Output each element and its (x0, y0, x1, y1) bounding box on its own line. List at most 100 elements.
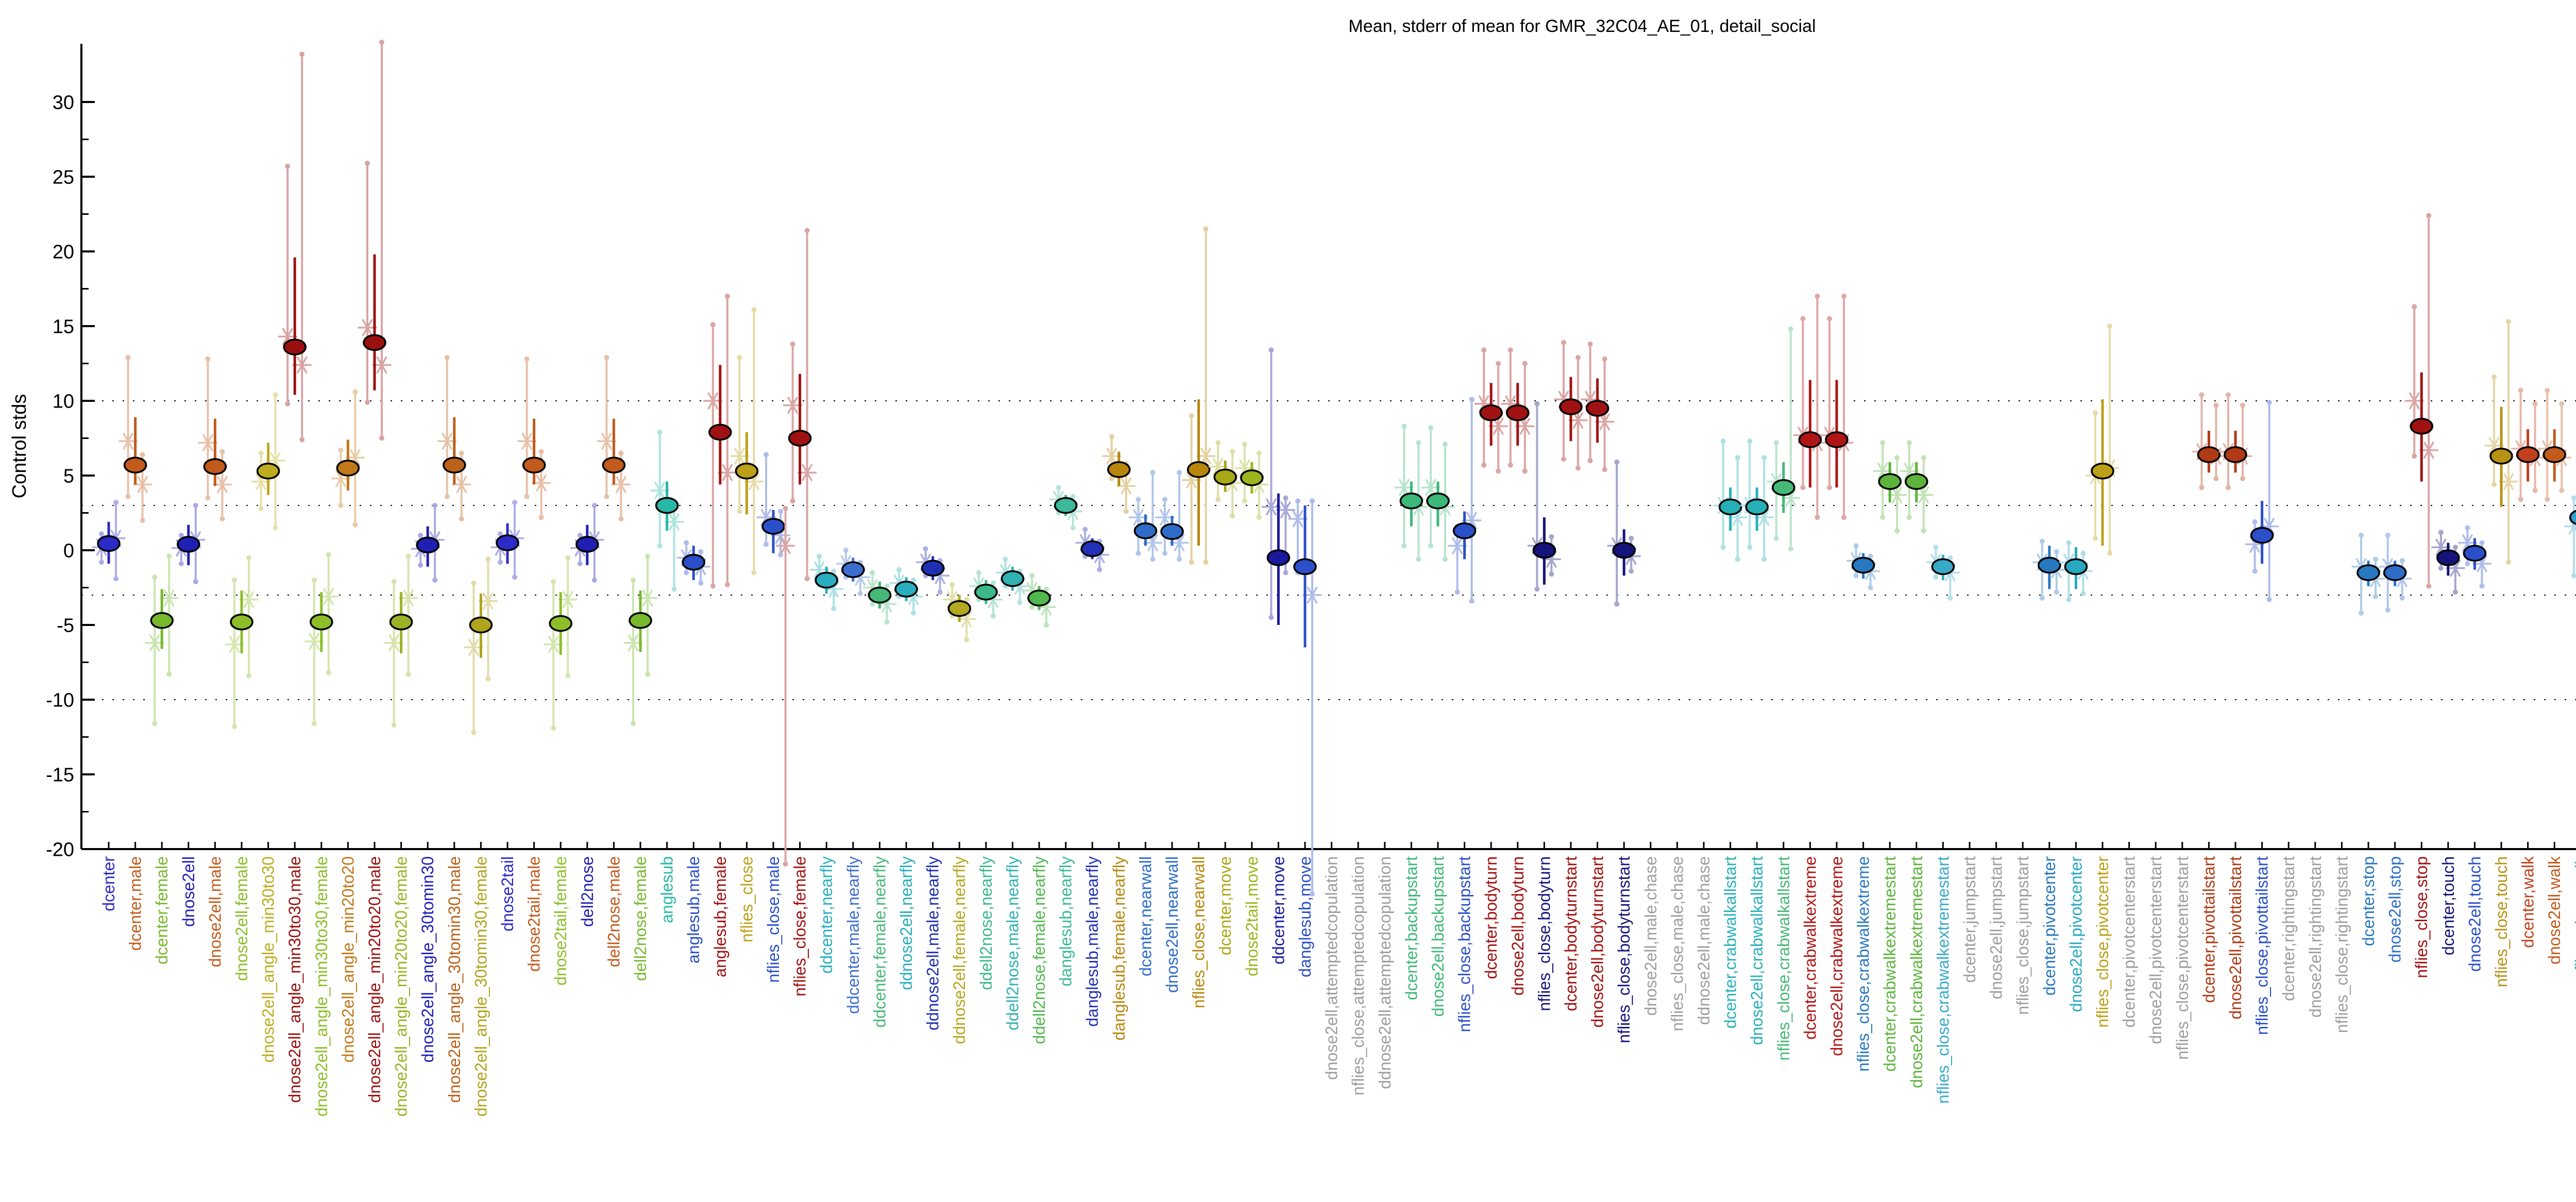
control-bar-cap (1428, 425, 1433, 431)
control-bar-cap (896, 567, 902, 572)
control-bar-cap (2452, 589, 2458, 595)
mean-marker (1532, 541, 1556, 559)
control-bar-cap (1947, 595, 1953, 601)
control-bar-cap (311, 721, 317, 726)
control-bar-cap (1044, 622, 1049, 628)
control-asterisk-marker (1147, 534, 1158, 551)
x-tick-label: nflies_close,pivotcenterstart (2173, 856, 2192, 1060)
control-asterisk-marker (548, 636, 559, 653)
control-bar-cap (1587, 458, 1593, 463)
mean-marker (1001, 570, 1025, 587)
control-bar-cap (113, 500, 118, 505)
control-bar-cap (1868, 585, 1873, 590)
mean-marker (1559, 398, 1583, 415)
control-bar-cap (1230, 449, 1235, 454)
x-tick-label: dnose2ell_angle_min20to20,male (365, 856, 384, 1103)
control-asterisk-marker (642, 589, 653, 607)
control-bar-cap (618, 450, 624, 456)
control-bar-cap (1815, 515, 1820, 520)
mean-marker (443, 456, 466, 473)
control-asterisk-marker (2477, 555, 2487, 572)
control-asterisk-marker (202, 434, 213, 451)
mean-marker (761, 518, 785, 535)
control-bar-cap (1800, 316, 1806, 321)
control-bar-cap (2080, 591, 2086, 597)
control-bar-cap (2571, 573, 2576, 579)
control-bar-cap (1629, 535, 1634, 541)
control-asterisk-marker (1200, 447, 1211, 465)
mean-marker (283, 338, 307, 355)
control-bar-cap (1215, 440, 1221, 446)
control-bar-cap (1853, 543, 1859, 549)
x-tick-label: nflies_close,stop (2412, 856, 2431, 978)
control-bar-cap (1189, 560, 1194, 565)
control-bar-cap (950, 582, 955, 587)
control-asterisk-marker (1212, 458, 1224, 476)
x-tick-label: anglesub,male (684, 856, 703, 963)
x-tick-label: dcenter,move (1216, 856, 1234, 955)
x-tick-label: dcenter,nearwall (1136, 856, 1155, 976)
y-tick-label: 0 (63, 540, 74, 562)
control-bar-cap (311, 578, 317, 583)
x-tick-label: dnose2ell,bodyturnstart (1588, 856, 1607, 1028)
mean-marker (469, 616, 493, 634)
control-asterisk-marker (1266, 498, 1277, 516)
mean-marker (735, 463, 759, 480)
control-bar-cap (591, 503, 597, 508)
control-bar-cap (193, 579, 198, 584)
plot-area: -20 -15 -10 -5 0 5 10 15 20 25 30 dcenter dcenter,ma… (46, 40, 2576, 1116)
control-asterisk-marker (149, 634, 160, 652)
x-tick-label: dnose2ell_angle_min30to30 (259, 856, 278, 1062)
control-bar-cap (1575, 354, 1581, 360)
mean-marker (2224, 446, 2247, 463)
control-bar-cap (1070, 525, 1076, 531)
control-bar-cap (365, 399, 370, 405)
x-tick-label: dnose2ell_angle_min20to20 (338, 856, 357, 1062)
x-tick-label: dnose2tail (498, 856, 517, 932)
control-bar-cap (2252, 568, 2258, 574)
control-bar-cap (2438, 565, 2444, 571)
x-tick-label: dell2nose,female (631, 856, 650, 981)
x-tick-label: nflies_close,crabwalkallstart (1774, 856, 1793, 1061)
control-asterisk-marker (734, 447, 745, 465)
control-bar-cap (485, 556, 491, 562)
mean-marker (1160, 523, 1184, 540)
mean-marker (2357, 564, 2380, 581)
control-asterisk-marker (2568, 520, 2576, 535)
control-bar-cap (1268, 615, 1274, 620)
control-bar-cap (2545, 387, 2550, 393)
mean-marker (1213, 468, 1237, 486)
mean-marker (788, 430, 812, 447)
mean-marker (947, 600, 971, 617)
control-bar-cap (1177, 470, 1182, 476)
control-bar-cap (193, 503, 198, 508)
mean-marker (2543, 446, 2566, 463)
mean-marker (2038, 556, 2061, 574)
control-bar-cap (444, 354, 450, 360)
x-tick-label: dcenter,touch (2439, 856, 2458, 955)
control-bar-cap (219, 516, 225, 522)
x-tick-label: dcenter,rightingstart (2279, 856, 2298, 1001)
control-bar-cap (273, 525, 278, 531)
control-asterisk-marker (1891, 486, 1903, 504)
control-asterisk-marker (163, 589, 175, 607)
control-bar-cap (2373, 556, 2378, 562)
control-bar-cap (2438, 530, 2444, 535)
control-bar-cap (1109, 476, 1114, 481)
x-tick-label: nflies_close,nearwall (1190, 856, 1208, 1008)
control-bar-cap (2412, 304, 2417, 310)
control-asterisk-marker (722, 464, 733, 481)
control-bar-cap (246, 673, 251, 679)
x-tick-label: ddcenter,male,nearfly (844, 856, 862, 1014)
control-bar-cap (1614, 459, 1620, 465)
control-bar-cap (391, 579, 397, 584)
control-asterisk-marker (296, 356, 308, 374)
x-tick-label: ddnose2ell,male,chase (1694, 856, 1713, 1025)
control-bar-cap (1720, 438, 1726, 444)
x-tick-label: danglesub,nearfly (1057, 856, 1075, 987)
control-bar-cap (1894, 455, 1900, 461)
control-bar-cap (365, 160, 370, 166)
control-bar-cap (1933, 545, 1939, 550)
control-asterisk-marker (468, 639, 479, 656)
